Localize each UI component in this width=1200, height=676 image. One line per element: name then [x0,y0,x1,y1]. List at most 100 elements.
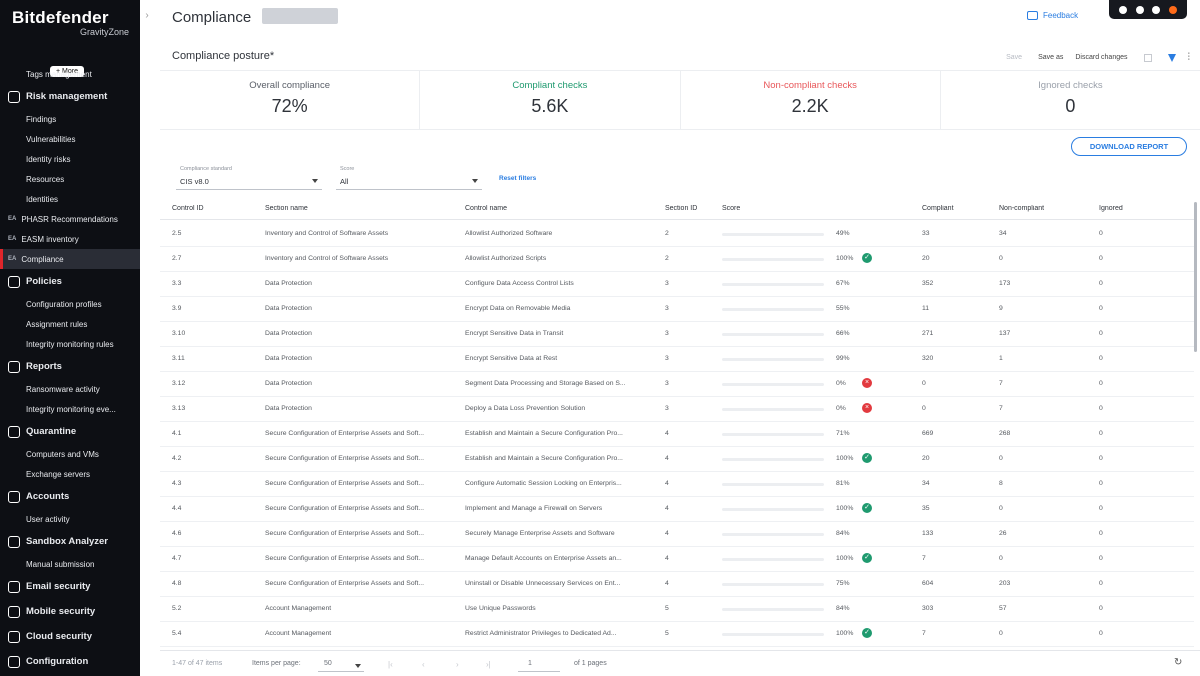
sidebar-item-mobile-security[interactable]: Mobile security [0,599,140,624]
sidebar-item-cloud-security[interactable]: Cloud security [0,624,140,649]
table-scrollbar[interactable] [1194,198,1198,618]
sidebar-item-identity-risks[interactable]: Identity risks [0,149,140,169]
cloud-icon [8,630,20,643]
section-name-cell: Secure Configuration of Enterprise Asset… [265,555,425,562]
col-compliant[interactable]: Compliant [922,205,954,212]
compliance-standard-select[interactable]: Compliance standard CIS v8.0 [176,166,322,190]
col-control-id[interactable]: Control ID [172,205,204,212]
item-count: 1-47 of 47 items [172,660,223,667]
check-circle-icon: ✓ [862,628,872,638]
save-as-button[interactable]: Save as [1038,54,1064,61]
col-control-name[interactable]: Control name [465,205,508,212]
section-name-cell: Data Protection [265,280,312,287]
sidebar-item-identities[interactable]: Identities [0,189,140,209]
feedback-button[interactable]: Feedback [1027,11,1078,20]
control-name-cell: Allowlist Authorized Scripts [465,255,547,262]
nav-tag: EA [8,216,17,222]
col-section-name[interactable]: Section name [265,205,308,212]
table-row[interactable]: 4.7 Secure Configuration of Enterprise As… [160,547,1194,572]
last-page-icon[interactable]: ›| [486,660,491,669]
compliant-cell: 0 [922,380,926,387]
control-id-cell: 2.7 [172,255,182,262]
table-row[interactable]: 5.2 Account Management Use Unique Password… [160,597,1194,622]
ignored-cell: 0 [1099,380,1103,387]
discard-changes-button[interactable]: Discard changes [1075,54,1128,61]
table-row[interactable]: 5.4 Account Management Restrict Administra… [160,622,1194,647]
first-page-icon[interactable]: |‹ [388,660,393,669]
download-report-button[interactable]: DOWNLOAD REPORT [1071,137,1187,156]
col-ignored[interactable]: Ignored [1099,205,1123,212]
sidebar-item-risk-management[interactable]: Risk management [0,84,140,109]
sidebar-item-findings[interactable]: Findings [0,109,140,129]
sidebar-item-ransomware-activity[interactable]: Ransomware activity [0,379,140,399]
page-size-value: 50 [324,660,332,667]
notifications-icon[interactable] [1168,5,1177,14]
sidebar-item-configuration[interactable]: Configuration [0,649,140,674]
table-row[interactable]: 4.6 Secure Configuration of Enterprise As… [160,522,1194,547]
ignored-cell: 0 [1099,405,1103,412]
gift-icon[interactable] [1152,5,1161,14]
brand-logo[interactable]: Bitdefender GravityZone [0,0,140,37]
filter-icon[interactable] [1167,53,1176,62]
quarantine-icon [8,425,20,438]
next-page-icon[interactable]: › [456,660,459,669]
table-row[interactable]: 3.9 Data Protection Encrypt Data on Remova… [160,297,1194,322]
user-icon[interactable] [1119,5,1128,14]
sidebar-item-compliance[interactable]: EA Compliance [0,249,140,269]
sidebar-item-tags-management[interactable]: Tags management [0,64,140,84]
table-row[interactable]: 4.2 Secure Configuration of Enterprise As… [160,447,1194,472]
sidebar-item-manual-submission[interactable]: Manual submission [0,554,140,574]
column-settings-icon[interactable]: ⫶ [1187,52,1191,63]
table-row[interactable]: 2.7 Inventory and Control of Software Ass… [160,247,1194,272]
refresh-icon[interactable]: ↻ [1174,657,1183,668]
more-button[interactable]: + More [50,66,84,77]
page-size-select[interactable]: 50 [318,656,364,672]
prev-page-icon[interactable]: ‹ [422,660,425,669]
check-circle-icon: ✓ [862,453,872,463]
sidebar-item-user-activity[interactable]: User activity [0,509,140,529]
sidebar-item-integrity-monitoring-eve[interactable]: Integrity monitoring eve... [0,399,140,419]
sidebar-item-exchange-servers[interactable]: Exchange servers [0,464,140,484]
page-number-input[interactable]: 1 [518,656,560,672]
table-row[interactable]: 2.5 Inventory and Control of Software Ass… [160,222,1194,247]
section-id-cell: 2 [665,230,669,237]
star-icon[interactable] [1143,53,1152,62]
col-non-compliant[interactable]: Non-compliant [999,205,1045,212]
sidebar-item-easm-inventory[interactable]: EA EASM inventory [0,229,140,249]
sidebar-item-policies[interactable]: Policies [0,269,140,294]
sidebar-item-integrity-monitoring-rules[interactable]: Integrity monitoring rules [0,334,140,354]
sidebar-item-assignment-rules[interactable]: Assignment rules [0,314,140,334]
reset-filters-link[interactable]: Reset filters [499,175,537,182]
shield-icon[interactable] [1135,5,1144,14]
col-section-id[interactable]: Section ID [665,205,698,212]
table-row[interactable]: 4.3 Secure Configuration of Enterprise As… [160,472,1194,497]
col-score[interactable]: Score [722,205,741,212]
table-row[interactable]: 3.11 Data Protection Encrypt Sensitive Dat… [160,347,1194,372]
sidebar-item-phasr-recommendations[interactable]: EA PHASR Recommendations [0,209,140,229]
table-row[interactable]: 4.4 Secure Configuration of Enterprise As… [160,497,1194,522]
control-id-cell: 5.4 [172,630,182,637]
sidebar-item-computers-and-vms[interactable]: Computers and VMs [0,444,140,464]
sidebar-item-accounts[interactable]: Accounts [0,484,140,509]
scrollbar-thumb[interactable] [1194,202,1197,352]
table-row[interactable]: 3.3 Data Protection Configure Data Access … [160,272,1194,297]
card-actions: Save Save as Discard changes ⫶ [1006,52,1190,63]
table-row[interactable]: 3.12 Data Protection Segment Data Processi… [160,372,1194,397]
save-button[interactable]: Save [1006,54,1023,61]
accounts-icon [8,490,20,503]
sidebar-item-sandbox-analyzer[interactable]: Sandbox Analyzer [0,529,140,554]
sidebar-item-configuration-profiles[interactable]: Configuration profiles [0,294,140,314]
table-row[interactable]: 4.8 Secure Configuration of Enterprise As… [160,572,1194,597]
non-compliant-cell: 0 [999,505,1003,512]
sidebar-item-quarantine[interactable]: Quarantine [0,419,140,444]
table-row[interactable]: 3.10 Data Protection Encrypt Sensitive Dat… [160,322,1194,347]
sidebar-item-resources[interactable]: Resources [0,169,140,189]
sidebar-item-email-security[interactable]: Email security [0,574,140,599]
table-row[interactable]: 3.13 Data Protection Deploy a Data Loss Pr… [160,397,1194,422]
sidebar-item-reports[interactable]: Reports [0,354,140,379]
table-row[interactable]: 4.1 Secure Configuration of Enterprise As… [160,422,1194,447]
sidebar-collapse-button[interactable]: › [145,10,149,21]
score-select[interactable]: Score All [336,166,482,190]
ignored-cell: 0 [1099,630,1103,637]
sidebar-item-vulnerabilities[interactable]: Vulnerabilities [0,129,140,149]
